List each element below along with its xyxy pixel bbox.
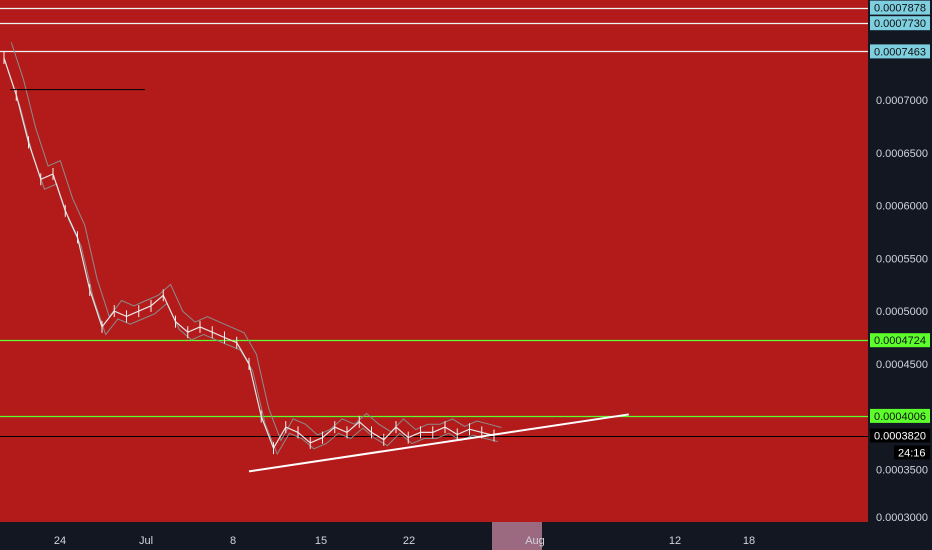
x-tick-label-7: 18 [743, 535, 755, 547]
price-tag-bg-2 [870, 44, 930, 59]
x-axis: 24 Jul 8 15 22 Aug 12 18 [54, 535, 755, 547]
y-tick-label-0: 0.0003500 [876, 464, 928, 476]
moving-average-lower [7, 69, 498, 456]
annotations [10, 89, 629, 473]
price-tag-label-0: 0.0007878 [874, 3, 926, 15]
y-tick-label-8: 0.0003000 [876, 512, 928, 524]
x-tick-label-0: 24 [54, 535, 66, 547]
price-tag-bg-0 [870, 0, 930, 15]
price-tags: 0.0007878 0.0007730 0.0007463 0.0004724 0.00… [870, 0, 930, 460]
x-tick-label-2: 8 [230, 535, 236, 547]
x-tick-label-3: 15 [315, 535, 327, 547]
y-tick-label-3: 0.0005000 [876, 306, 928, 318]
price-tag-label-5: 0.0003820 [874, 431, 926, 443]
y-tick-label-5: 0.0006000 [876, 201, 928, 213]
price-tag-label-3: 0.0004724 [874, 335, 926, 347]
price-tag-bg-4 [870, 408, 930, 423]
price-tag-label-2: 0.0007463 [874, 46, 926, 58]
countdown-label: 24:16 [898, 448, 926, 460]
y-tick-label-4: 0.0005500 [876, 253, 928, 265]
horizontal-levels [0, 7, 868, 437]
series-layer [3, 42, 502, 456]
plot-area[interactable] [0, 0, 868, 522]
support-trendline [248, 413, 629, 473]
countdown-bg [894, 445, 930, 460]
x-tick-label-4: 22 [403, 535, 415, 547]
price-tag-bg-3 [870, 333, 930, 348]
y-tick-label-7: 0.0007000 [876, 95, 928, 107]
x-tick-label-5: Aug [525, 535, 545, 547]
y-tick-label-2: 0.0004500 [876, 359, 928, 371]
moving-average-upper [10, 42, 502, 442]
price-tag-bg-1 [870, 16, 930, 31]
price-tag-label-4: 0.0004006 [874, 411, 926, 423]
y-axis: 0.00035000.00040000.00045000.00050000.00… [876, 95, 928, 524]
y-tick-label-6: 0.0006500 [876, 148, 928, 160]
price-tag-bg-5 [870, 428, 930, 443]
x-tick-label-1: Jul [139, 535, 153, 547]
price-tag-label-1: 0.0007730 [874, 18, 926, 30]
x-axis-highlight [492, 522, 542, 550]
x-tick-label-6: 12 [669, 535, 681, 547]
